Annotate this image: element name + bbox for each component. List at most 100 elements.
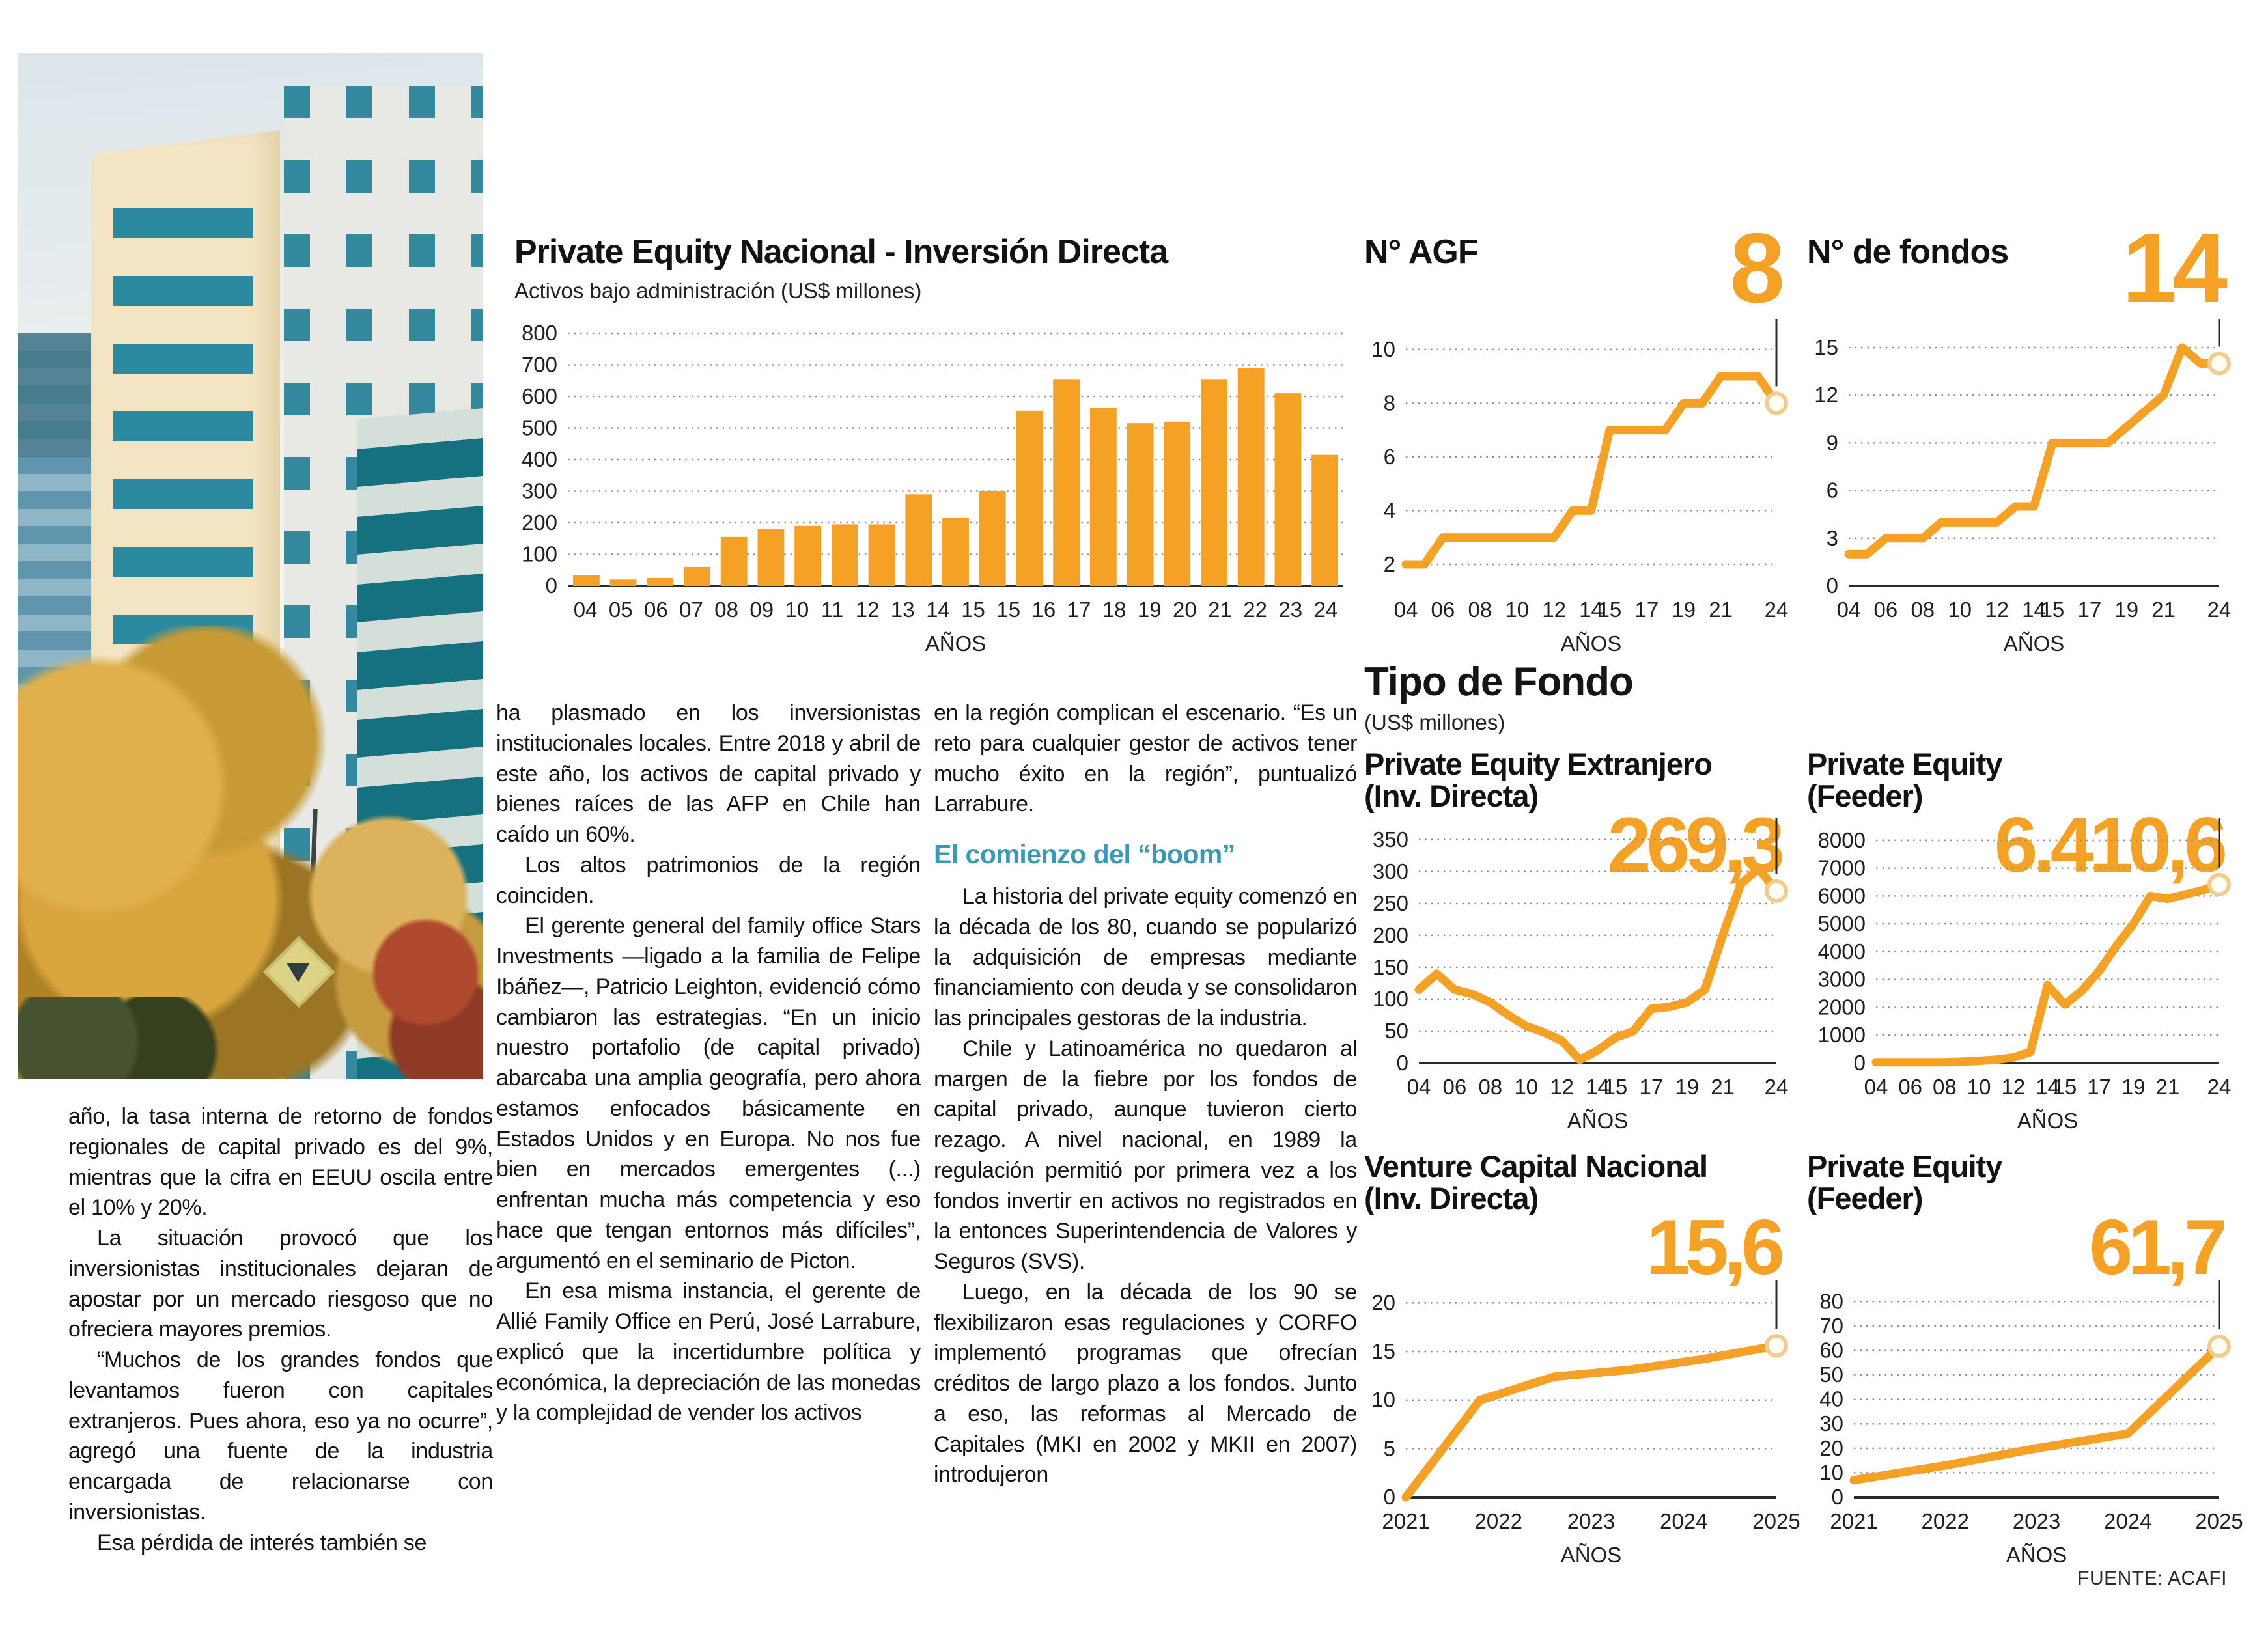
- svg-text:23: 23: [1278, 598, 1302, 622]
- svg-text:04: 04: [574, 598, 598, 622]
- svg-text:6: 6: [1827, 478, 1838, 503]
- svg-text:0: 0: [1827, 574, 1838, 598]
- svg-text:10: 10: [1514, 1075, 1538, 1099]
- svg-text:12: 12: [2001, 1075, 2025, 1099]
- svg-text:0: 0: [1384, 1485, 1395, 1509]
- article-column-1: año, la tasa interna de retorno de fondo…: [68, 1101, 493, 1558]
- chart-pe-feeder-2: Private Equity (Feeder) 61,7 80 70 60 50 40 3…: [1807, 1149, 2243, 1582]
- svg-text:08: 08: [714, 598, 738, 622]
- paragraph: La situación provocó que los inversionis…: [68, 1226, 493, 1342]
- svg-text:300: 300: [522, 479, 557, 503]
- svg-text:20: 20: [1173, 598, 1197, 622]
- chart-subtitle: Activos bajo administración (US$ millone…: [514, 279, 922, 303]
- svg-text:22: 22: [1243, 598, 1267, 622]
- chart-title: Private Equity Nacional - Inversión Dire…: [514, 233, 1168, 271]
- svg-text:80: 80: [1819, 1289, 1843, 1313]
- svg-text:08: 08: [1478, 1075, 1502, 1099]
- svg-text:2000: 2000: [1818, 995, 1866, 1019]
- chart-title: N° AGF: [1364, 233, 1479, 271]
- svg-text:500: 500: [522, 416, 557, 440]
- svg-text:24: 24: [1765, 1075, 1789, 1099]
- svg-text:50: 50: [1819, 1363, 1843, 1387]
- svg-text:15: 15: [1814, 335, 1838, 359]
- svg-text:2025: 2025: [2195, 1509, 2243, 1533]
- article-column-2: ha plasmado en los inversionistas instit…: [496, 698, 921, 1428]
- paragraph: ha plasmado en los inversionistas instit…: [496, 700, 921, 847]
- svg-text:0: 0: [546, 574, 557, 598]
- svg-text:2023: 2023: [2013, 1509, 2060, 1533]
- svg-text:7000: 7000: [1818, 856, 1866, 880]
- svg-text:08: 08: [1911, 598, 1935, 622]
- svg-text:AÑOS: AÑOS: [925, 631, 987, 656]
- svg-text:17: 17: [1067, 598, 1091, 622]
- svg-text:15: 15: [996, 598, 1020, 622]
- svg-text:AÑOS: AÑOS: [2006, 1543, 2067, 1567]
- svg-text:6: 6: [1384, 445, 1395, 469]
- paragraph: en la región complican el escenario. “Es…: [934, 700, 1357, 817]
- section-subtitle: (US$ millones): [1364, 710, 1505, 734]
- svg-text:15: 15: [1371, 1339, 1395, 1363]
- svg-text:19: 19: [2121, 1075, 2146, 1099]
- tipo-de-fondo-section-header: Tipo de Fondo (US$ millones): [1364, 659, 1634, 735]
- svg-text:24: 24: [1314, 598, 1338, 622]
- section-subheading: El comienzo del “boom”: [934, 839, 1235, 869]
- svg-text:10: 10: [1371, 337, 1395, 361]
- svg-text:04: 04: [1394, 598, 1418, 622]
- paragraph: El gerente general del family office Sta…: [496, 913, 921, 1273]
- svg-text:19: 19: [1138, 598, 1162, 622]
- svg-text:21: 21: [1709, 598, 1733, 622]
- svg-text:21: 21: [1208, 598, 1232, 622]
- svg-text:14: 14: [926, 598, 950, 622]
- svg-text:AÑOS: AÑOS: [1567, 1109, 1629, 1133]
- svg-text:2021: 2021: [1830, 1509, 1877, 1533]
- city-buildings-photo: [18, 53, 483, 1079]
- svg-text:15: 15: [1598, 598, 1622, 622]
- svg-text:24: 24: [1765, 598, 1789, 622]
- paragraph: año, la tasa interna de retorno de fondo…: [68, 1104, 493, 1221]
- svg-text:21: 21: [2151, 598, 2176, 622]
- chart-title: Private Equity: [1807, 1149, 2002, 1183]
- svg-text:17: 17: [1639, 1075, 1663, 1099]
- svg-text:11: 11: [821, 598, 843, 622]
- svg-text:10: 10: [1948, 598, 1972, 622]
- chart-pe-feeder: Private Equity (Feeder) 6.410,6 8000 7000…: [1807, 747, 2231, 1149]
- svg-text:0: 0: [1854, 1051, 1866, 1075]
- chart-venture-capital-nacional: Venture Capital Nacional (Inv. Directa) …: [1364, 1150, 1800, 1582]
- svg-text:9: 9: [1827, 430, 1838, 454]
- svg-text:15: 15: [2041, 598, 2065, 622]
- svg-text:50: 50: [1384, 1019, 1408, 1043]
- svg-text:2: 2: [1384, 552, 1395, 576]
- svg-text:07: 07: [679, 598, 703, 622]
- svg-text:04: 04: [1407, 1075, 1431, 1099]
- svg-text:150: 150: [1373, 955, 1408, 979]
- svg-text:8000: 8000: [1818, 828, 1866, 852]
- section-title: Tipo de Fondo: [1364, 659, 1634, 704]
- paragraph: La historia del private equity comenzó e…: [934, 884, 1357, 1031]
- svg-text:14: 14: [1586, 1075, 1610, 1099]
- callout-value: 15,6: [1646, 1204, 1785, 1291]
- svg-text:4: 4: [1384, 498, 1395, 522]
- svg-text:2025: 2025: [1752, 1509, 1800, 1533]
- line-chart-plot: 20 15 10 5 0 2021 2022 2023 2024 2025 AÑOS: [1364, 1280, 1800, 1582]
- photo-green-bush: [18, 997, 220, 1079]
- svg-text:12: 12: [856, 598, 880, 622]
- svg-text:0: 0: [1397, 1051, 1408, 1075]
- svg-text:24: 24: [2207, 598, 2232, 622]
- svg-text:09: 09: [749, 598, 774, 622]
- paragraph: Chile y Latinoamérica no quedaron al mar…: [934, 1036, 1357, 1274]
- svg-text:10: 10: [1967, 1075, 1991, 1099]
- svg-text:4000: 4000: [1818, 939, 1866, 963]
- svg-text:15: 15: [961, 598, 985, 622]
- svg-text:14: 14: [2036, 1075, 2060, 1099]
- svg-text:2021: 2021: [1382, 1509, 1429, 1533]
- svg-text:06: 06: [644, 598, 668, 622]
- svg-text:2022: 2022: [1922, 1509, 1969, 1533]
- callout-value: 14: [2121, 213, 2228, 324]
- svg-text:24: 24: [2207, 1075, 2232, 1099]
- chart-title: Private Equity: [1807, 747, 2002, 781]
- svg-text:10: 10: [785, 598, 809, 622]
- line-chart-plot: 80 70 60 50 40 30 20 10 0 2021 2022 2023 2024 2025 AÑO…: [1807, 1280, 2243, 1582]
- svg-text:250: 250: [1373, 891, 1408, 915]
- chart-title-line2: (Inv. Directa): [1364, 1180, 1539, 1215]
- svg-text:350: 350: [1373, 827, 1408, 851]
